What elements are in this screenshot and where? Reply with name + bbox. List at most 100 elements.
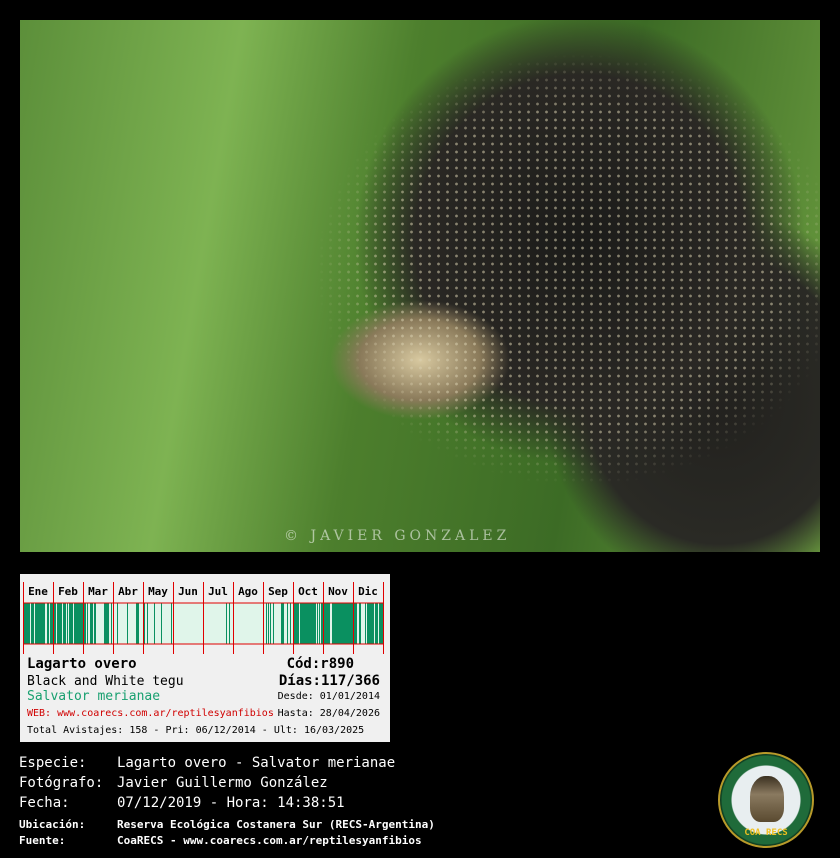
logo-text: COA RECS bbox=[744, 828, 788, 838]
sighting-day-bar bbox=[314, 603, 315, 644]
sighting-day-bar bbox=[74, 603, 75, 644]
sighting-day-bar bbox=[335, 603, 336, 644]
sighting-day-bar bbox=[347, 603, 348, 644]
date-label: Fecha: bbox=[19, 795, 70, 811]
date-from: Desde: 01/01/2014 bbox=[277, 691, 380, 702]
bird-icon bbox=[750, 776, 784, 822]
sighting-day-bar bbox=[287, 603, 288, 644]
sighting-day-bar bbox=[376, 603, 377, 644]
sighting-day-bar bbox=[321, 603, 322, 644]
sighting-day-bar bbox=[268, 603, 269, 644]
sighting-day-bar bbox=[38, 603, 39, 644]
sighting-day-bar bbox=[31, 603, 32, 644]
sighting-day-bar bbox=[302, 603, 303, 644]
sighting-day-bar bbox=[340, 603, 341, 644]
date-to: Hasta: 28/04/2026 bbox=[277, 708, 380, 719]
month-label: Ene bbox=[28, 585, 48, 598]
sighting-day-bar bbox=[104, 603, 105, 644]
sighting-day-bar bbox=[371, 603, 372, 644]
totals: Total Avistajes: 158 - Pri: 06/12/2014 -… bbox=[27, 725, 365, 736]
sighting-day-bar bbox=[337, 603, 338, 644]
sighting-day-bar bbox=[81, 603, 82, 644]
sighting-day-bar bbox=[37, 603, 38, 644]
sighting-day-bar bbox=[71, 603, 72, 644]
lizard-scales bbox=[20, 20, 820, 552]
sighting-day-bar bbox=[82, 603, 83, 644]
sighting-day-bar bbox=[147, 603, 148, 644]
sighting-day-bar bbox=[365, 603, 366, 644]
sighting-day-bar bbox=[27, 603, 28, 644]
sighting-day-bar bbox=[352, 603, 353, 644]
sighting-day-bar bbox=[77, 603, 78, 644]
sighting-day-bar bbox=[344, 603, 345, 644]
sighting-day-bar bbox=[59, 603, 60, 644]
sighting-day-bar bbox=[346, 603, 347, 644]
sighting-day-bar bbox=[333, 603, 334, 644]
photographer-value: Javier Guillermo González bbox=[117, 775, 328, 791]
sighting-day-bar bbox=[26, 603, 27, 644]
sighting-day-bar bbox=[345, 603, 346, 644]
sighting-day-bar bbox=[161, 603, 162, 644]
sighting-day-bar bbox=[42, 603, 43, 644]
source-label: Fuente: bbox=[19, 834, 66, 847]
sighting-day-bar bbox=[80, 603, 81, 644]
sighting-day-bar bbox=[51, 603, 52, 644]
month-label: May bbox=[148, 585, 168, 598]
sighting-day-bar bbox=[356, 603, 357, 644]
sighting-day-bar bbox=[136, 603, 137, 644]
sighting-day-bar bbox=[65, 603, 66, 644]
sighting-day-bar bbox=[57, 603, 58, 644]
sighting-day-bar bbox=[43, 603, 44, 644]
month-label: Ago bbox=[238, 585, 258, 598]
sighting-day-bar bbox=[85, 603, 86, 644]
sighting-day-bar bbox=[75, 603, 76, 644]
sighting-day-bar bbox=[154, 603, 155, 644]
sighting-day-bar bbox=[106, 603, 107, 644]
sighting-day-bar bbox=[300, 603, 301, 644]
monthly-sightings-chart bbox=[23, 582, 384, 654]
sighting-day-bar bbox=[63, 603, 64, 644]
sighting-day-bar bbox=[64, 603, 65, 644]
sighting-day-bar bbox=[349, 603, 350, 644]
month-label: Abr bbox=[118, 585, 138, 598]
sighting-day-bar bbox=[336, 603, 337, 644]
sighting-day-bar bbox=[40, 603, 41, 644]
sighting-day-bar bbox=[273, 603, 274, 644]
species-code: Cód:r890 bbox=[286, 656, 354, 672]
sighting-day-bar bbox=[54, 603, 55, 644]
sighting-day-bar bbox=[342, 603, 343, 644]
sighting-day-bar bbox=[144, 603, 145, 644]
sighting-day-bar bbox=[94, 603, 95, 644]
sighting-day-bar bbox=[70, 603, 71, 644]
sighting-day-bar bbox=[315, 603, 316, 644]
sighting-day-bar bbox=[138, 603, 139, 644]
sighting-day-bar bbox=[76, 603, 77, 644]
sighting-day-bar bbox=[312, 603, 313, 644]
month-label: Nov bbox=[328, 585, 348, 598]
sighting-day-bar bbox=[319, 603, 320, 644]
sighting-day-bar bbox=[78, 603, 79, 644]
sighting-day-bar bbox=[50, 603, 51, 644]
sighting-day-bar bbox=[351, 603, 352, 644]
sighting-day-bar bbox=[69, 603, 70, 644]
sighting-day-bar bbox=[296, 603, 297, 644]
species-label: Especie: bbox=[19, 755, 87, 771]
sighting-day-bar bbox=[359, 603, 360, 644]
sighting-day-bar bbox=[72, 603, 73, 644]
days-count: Días:117/366 bbox=[278, 673, 380, 689]
sighting-day-bar bbox=[36, 603, 37, 644]
web-link[interactable]: WEB: www.coarecs.com.ar/reptilesyanfibio… bbox=[27, 708, 274, 719]
sighting-day-bar bbox=[226, 603, 227, 644]
sighting-day-bar bbox=[368, 603, 369, 644]
sighting-day-bar bbox=[343, 603, 344, 644]
month-label: Jul bbox=[208, 585, 228, 598]
sighting-day-bar bbox=[326, 603, 327, 644]
sighting-day-bar bbox=[61, 603, 62, 644]
month-label: Mar bbox=[88, 585, 108, 598]
scientific-name: Salvator merianae bbox=[27, 689, 161, 704]
tegu-photo: © JAVIER GONZALEZ bbox=[20, 20, 820, 552]
sighting-day-bar bbox=[28, 603, 29, 644]
sighting-day-bar bbox=[47, 603, 48, 644]
sighting-day-bar bbox=[304, 603, 305, 644]
location-value: Reserva Ecológica Costanera Sur (RECS-Ar… bbox=[117, 818, 435, 831]
